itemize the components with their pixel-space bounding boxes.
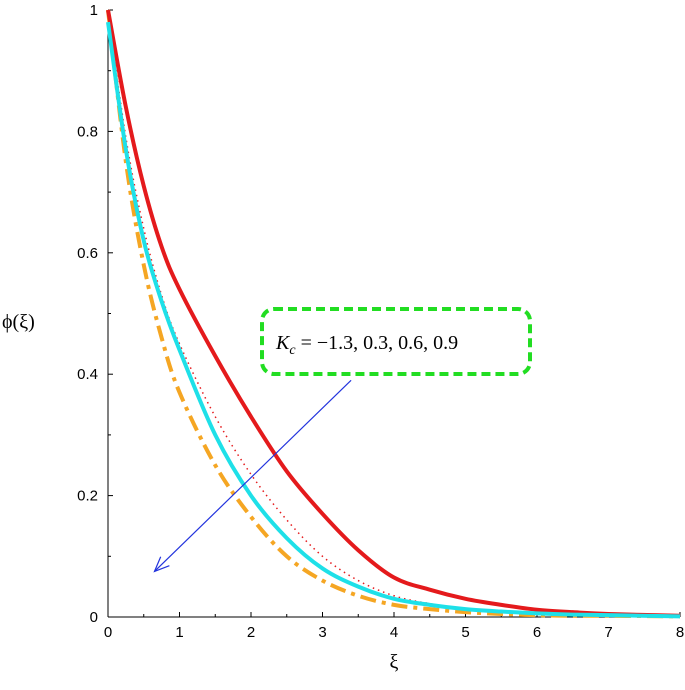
y-tick-label: 0.2 [77,488,98,505]
x-tick-label: 8 [676,624,684,641]
x-tick-label: 1 [175,624,183,641]
annotation-subscript: c [289,343,296,358]
x-axis-label: ξ [390,651,399,673]
x-tick-label: 4 [390,624,398,641]
y-tick-label: 1 [90,2,98,19]
series-line-0 [106,9,681,618]
y-tick-label: 0.6 [77,245,98,262]
annotation-values: = −1.3, 0.3, 0.6, 0.9 [296,332,459,354]
y-tick-label: 0 [90,609,98,626]
annotation-arrow [154,379,352,572]
series-line-3 [106,9,681,619]
x-tick-label: 6 [533,624,541,641]
x-tick-label: 2 [247,624,255,641]
y-tick-label: 0.4 [77,366,98,383]
annotation: Kc = −1.3, 0.3, 0.6, 0.9 [153,307,532,573]
series-line-1 [107,9,681,618]
annotation-arrowhead [153,556,170,573]
series-layer [106,9,681,619]
annotation-text: Kc = −1.3, 0.3, 0.6, 0.9 [275,332,458,358]
y-tick-label: 0.8 [77,123,98,140]
x-tick-label: 3 [318,624,326,641]
ticks: 0 1 2 3 4 5 6 7 8 0 0.2 0.4 0.6 0.8 1 [77,2,684,641]
series-line-2 [106,21,681,619]
annotation-box [260,307,532,376]
x-tick-label: 7 [604,624,612,641]
annotation-symbol: K [275,332,291,354]
x-tick-label: 5 [461,624,469,641]
x-tick-label: 0 [104,624,112,641]
y-axis-label: ϕ(ξ) [2,311,35,333]
